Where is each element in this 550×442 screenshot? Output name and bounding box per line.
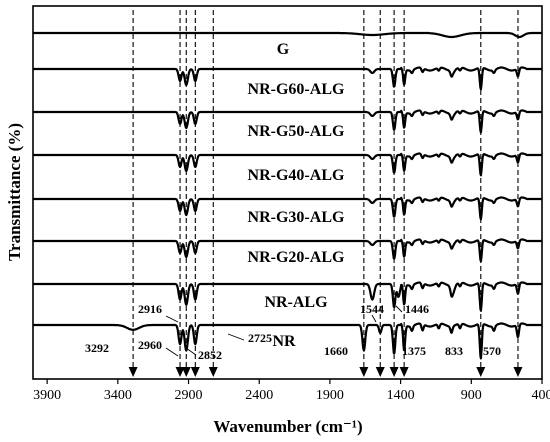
peak-label: 2960: [138, 338, 162, 352]
series-label: G: [277, 41, 290, 58]
series-labels: G NR-G60-ALG NR-G50-ALG NR-G40-ALG NR-G30-AL…: [248, 41, 345, 350]
x-tick-label: 3400: [104, 388, 132, 403]
peak-leader: [185, 347, 197, 356]
peak-arrow: [190, 367, 200, 377]
peak-leader: [165, 315, 179, 323]
peak-labels: 3292 2960 2916 2852 2725 1660 1544 1446 1375 833 5…: [85, 302, 501, 362]
peak-arrow: [181, 367, 191, 377]
peak-arrow: [128, 367, 138, 377]
peak-arrow: [399, 367, 409, 377]
spectra-group: [32, 31, 543, 360]
y-axis-label: Transmittance (%): [5, 123, 24, 261]
x-tick-label: 1900: [316, 388, 344, 403]
spectrum-line: [32, 152, 543, 177]
spectrum-line: [32, 196, 543, 221]
spectrum-line: [32, 281, 543, 312]
x-tick-label: 400: [532, 388, 550, 403]
peak-leader: [227, 333, 245, 341]
series-label: NR-G50-ALG: [248, 123, 345, 140]
peak-label: 2916: [138, 302, 162, 316]
peak-arrow: [175, 367, 185, 377]
spectrum-line: [32, 322, 543, 360]
peak-arrow: [359, 367, 369, 377]
series-label: NR-G40-ALG: [248, 167, 345, 184]
peak-arrow: [375, 367, 385, 377]
peak-arrow: [208, 367, 218, 377]
plot-area: [32, 5, 543, 380]
peak-guide-lines: [128, 10, 523, 377]
x-tick-label: 2900: [175, 388, 203, 403]
peak-label: 3292: [85, 341, 109, 355]
peak-arrow: [476, 367, 486, 377]
peak-label: 833: [445, 344, 463, 358]
peak-label: 570: [483, 344, 501, 358]
peak-leader: [371, 314, 377, 323]
peak-leader: [395, 305, 403, 313]
peak-label: 1544: [360, 302, 384, 316]
series-label: NR-G60-ALG: [248, 81, 345, 98]
plot-frame: [32, 5, 543, 380]
x-axis-label: Wavenumber (cm⁻¹): [213, 417, 362, 436]
peak-label: 2725: [248, 331, 272, 345]
series-label: NR-G20-ALG: [248, 249, 345, 266]
peak-label: 1375: [402, 344, 426, 358]
x-axis-ticks: 3900 3400 2900 2400 1900 1400 900 400: [33, 379, 550, 403]
peak-label: 1446: [405, 302, 429, 316]
spectrum-line: [32, 238, 543, 263]
peak-arrow: [513, 367, 523, 377]
x-tick-label: 2400: [245, 388, 273, 403]
spectrum-line: [32, 31, 543, 39]
peak-leader: [165, 347, 179, 357]
x-tick-label: 3900: [33, 388, 61, 403]
series-label: NR-ALG: [264, 294, 328, 311]
x-tick-label: 1400: [387, 388, 415, 403]
series-label: NR-G30-ALG: [248, 209, 345, 226]
spectrum-line: [32, 66, 543, 91]
series-label: NR: [272, 333, 296, 350]
peak-arrow: [389, 367, 399, 377]
x-tick-label: 900: [461, 388, 482, 403]
peak-label: 2852: [198, 348, 222, 362]
peak-label: 1660: [324, 344, 348, 358]
spectrum-line: [32, 109, 543, 134]
